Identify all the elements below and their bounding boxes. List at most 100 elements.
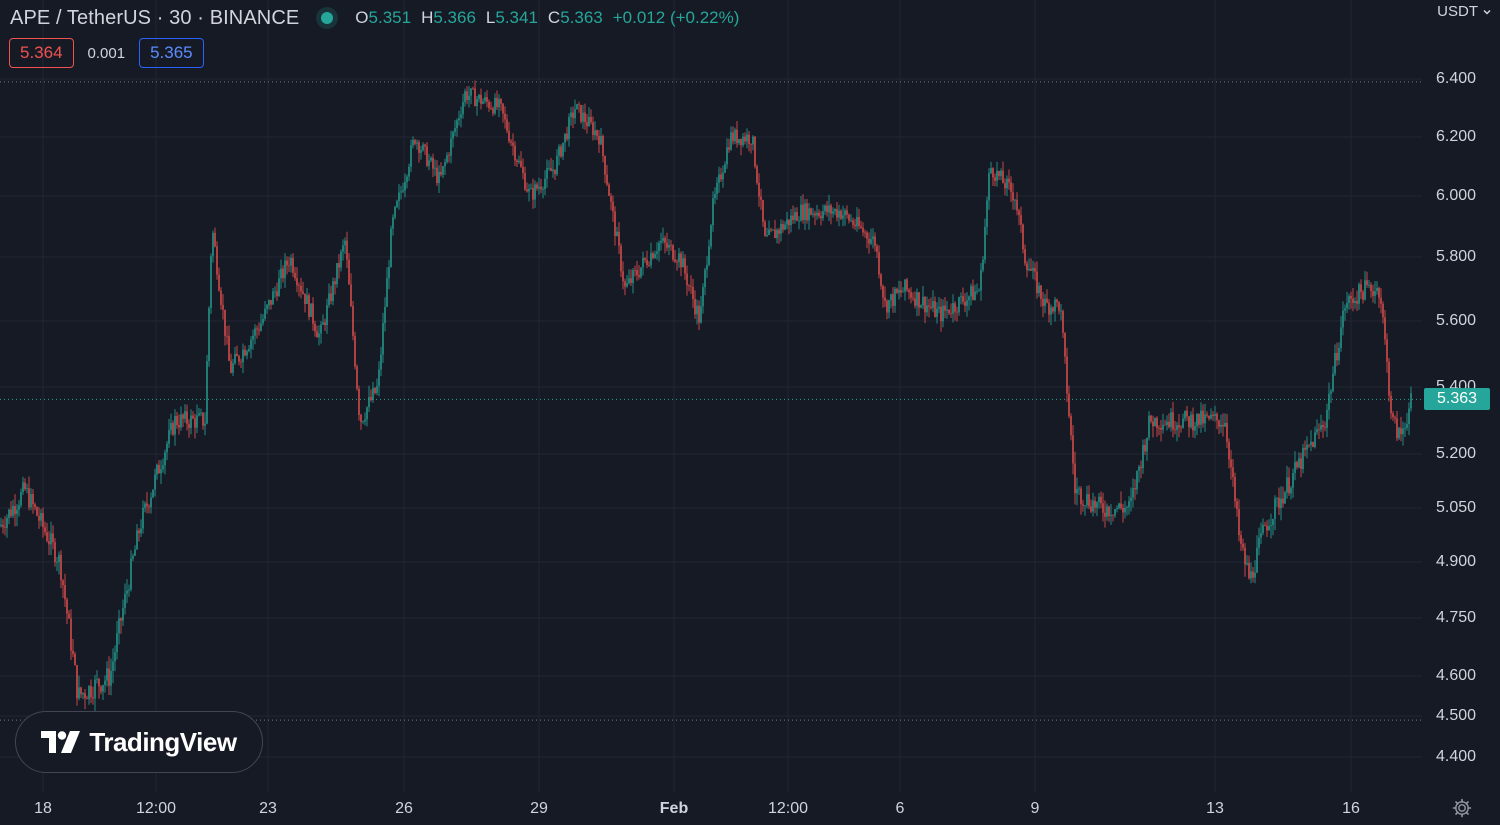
candle [868,232,870,254]
candle [728,138,730,153]
candle [780,219,782,242]
candle [1140,460,1142,479]
candle [878,245,880,279]
candle [1392,411,1394,421]
candle [400,185,402,200]
candle [176,411,178,429]
candle [544,170,546,196]
candle [918,291,920,316]
candle [552,159,554,178]
candle [118,609,120,645]
candle [36,506,38,517]
candle [632,267,634,294]
candle [876,243,878,259]
candle [212,230,214,263]
candle [258,322,260,336]
candle [1156,416,1158,437]
candle [1202,404,1204,428]
candle [550,157,552,172]
candle [192,411,194,420]
candle [462,93,464,119]
candle [254,324,256,345]
currency-selector[interactable]: USDT [1437,3,1492,20]
candle [1344,304,1346,321]
candle [490,101,492,110]
candle [690,275,692,294]
candle [1032,260,1034,280]
candle [558,144,560,166]
candle [1132,478,1134,508]
price-tick-label: 6.000 [1436,187,1477,204]
candle [932,290,934,313]
candle [102,684,104,701]
spread-value: 0.001 [87,44,126,62]
candle [1090,499,1092,514]
candle [1292,468,1294,498]
candle [940,298,942,332]
candle [364,412,366,426]
candle [1154,417,1156,427]
candle [204,412,206,436]
candle [0,517,2,528]
candle [46,522,48,543]
candle [1268,519,1270,531]
candle [196,404,198,433]
symbol-title[interactable]: APE / TetherUS · 30 · BINANCE [10,6,300,29]
candle [430,156,432,163]
candle [240,358,242,368]
candle [262,314,264,326]
candle [1216,412,1218,430]
chevron-down-icon [1483,9,1491,15]
candle [390,225,392,268]
candle [388,259,390,290]
candle [40,508,42,527]
candle [1396,411,1398,442]
buy-price-button[interactable]: 5.365 [139,38,204,68]
candle [712,191,714,232]
candle [574,99,576,125]
candle [652,251,654,260]
candle [1218,419,1220,435]
candle [456,118,458,137]
time-tick-label: 9 [1030,800,1040,817]
candle [990,161,992,175]
candle [1212,411,1214,421]
candle [1356,290,1358,311]
candle [1254,560,1256,584]
candle [1354,297,1356,309]
candle [200,408,202,417]
candle [938,296,940,314]
candle [1038,282,1040,297]
candle [424,143,426,155]
candle [8,508,10,525]
candle [1372,284,1374,303]
candle [1376,281,1378,295]
candle [718,166,720,193]
candle [190,409,192,435]
candle [186,404,188,431]
candle [502,103,504,123]
candle [284,253,286,288]
settings-gear-icon[interactable] [1452,798,1472,818]
candle [1316,419,1318,435]
candle [334,277,336,295]
candle [702,283,704,314]
candle [522,158,524,180]
sell-price-button[interactable]: 5.364 [9,38,74,68]
tradingview-logo[interactable]: TradingView [15,711,263,773]
candle [160,460,162,485]
candle [280,259,282,289]
candle [328,283,330,308]
candle [1324,421,1326,432]
candle [448,152,450,163]
candle [584,103,586,130]
candle [1368,280,1370,289]
candle [1210,408,1212,420]
candle [630,269,632,287]
candle [954,301,956,321]
candle [686,265,688,296]
candle [184,404,186,423]
candle [164,449,166,475]
candle [314,320,316,337]
